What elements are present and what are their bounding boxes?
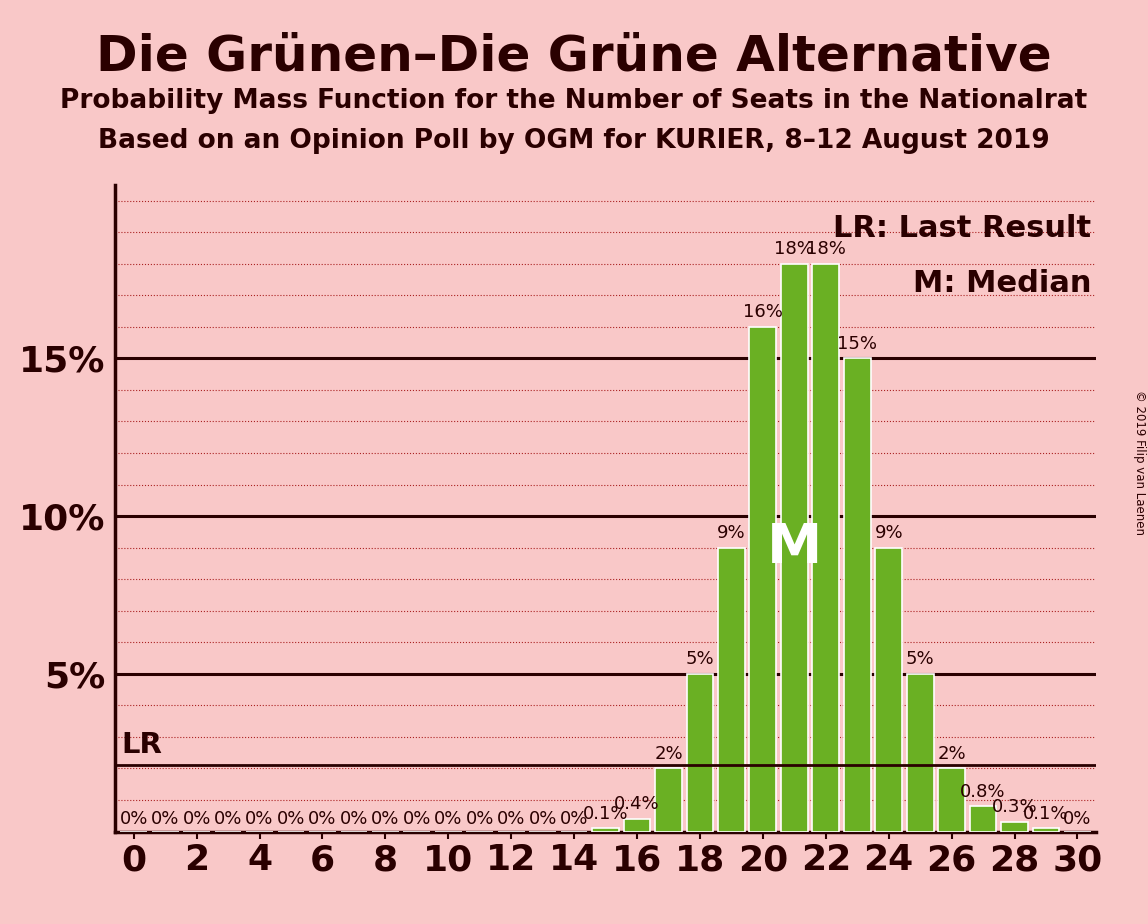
Bar	[623, 819, 651, 832]
Bar	[1001, 822, 1027, 832]
Text: 2%: 2%	[654, 745, 683, 763]
Text: 16%: 16%	[743, 303, 783, 322]
Text: 5%: 5%	[685, 650, 714, 668]
Bar	[813, 263, 839, 832]
Text: 0%: 0%	[119, 810, 148, 829]
Text: 0%: 0%	[403, 810, 430, 829]
Bar	[781, 263, 808, 832]
Bar	[875, 548, 902, 832]
Text: 0%: 0%	[528, 810, 557, 829]
Text: Based on an Opinion Poll by OGM for KURIER, 8–12 August 2019: Based on an Opinion Poll by OGM for KURI…	[98, 128, 1050, 153]
Text: © 2019 Filip van Laenen: © 2019 Filip van Laenen	[1133, 390, 1146, 534]
Text: 0.1%: 0.1%	[583, 805, 628, 822]
Text: 0.4%: 0.4%	[614, 796, 660, 813]
Text: Probability Mass Function for the Number of Seats in the Nationalrat: Probability Mass Function for the Number…	[61, 88, 1087, 114]
Text: 15%: 15%	[837, 334, 877, 353]
Bar	[718, 548, 745, 832]
Text: 0%: 0%	[434, 810, 463, 829]
Text: LR: LR	[121, 731, 162, 759]
Text: 5%: 5%	[906, 650, 934, 668]
Text: 0%: 0%	[309, 810, 336, 829]
Text: 18%: 18%	[775, 240, 814, 258]
Text: 0%: 0%	[183, 810, 211, 829]
Bar	[938, 769, 965, 832]
Bar	[656, 769, 682, 832]
Text: 0.8%: 0.8%	[961, 783, 1006, 801]
Text: 0.3%: 0.3%	[992, 798, 1038, 817]
Text: M: M	[767, 520, 822, 575]
Text: 0%: 0%	[214, 810, 242, 829]
Text: 0%: 0%	[371, 810, 400, 829]
Text: 0%: 0%	[1063, 810, 1092, 829]
Text: 0.1%: 0.1%	[1023, 805, 1069, 822]
Text: Die Grünen–Die Grüne Alternative: Die Grünen–Die Grüne Alternative	[96, 32, 1052, 80]
Text: 0%: 0%	[497, 810, 526, 829]
Text: LR: Last Result: LR: Last Result	[833, 213, 1092, 243]
Text: 0%: 0%	[560, 810, 588, 829]
Text: 18%: 18%	[806, 240, 846, 258]
Text: 0%: 0%	[340, 810, 369, 829]
Bar	[592, 829, 619, 832]
Text: 0%: 0%	[246, 810, 273, 829]
Text: 0%: 0%	[277, 810, 305, 829]
Bar	[687, 674, 713, 832]
Text: 0%: 0%	[466, 810, 494, 829]
Text: 0%: 0%	[150, 810, 179, 829]
Bar	[750, 327, 776, 832]
Bar	[970, 807, 996, 832]
Text: 9%: 9%	[875, 524, 903, 542]
Bar	[1033, 829, 1060, 832]
Text: 9%: 9%	[718, 524, 746, 542]
Bar	[907, 674, 933, 832]
Bar	[844, 359, 870, 832]
Text: 2%: 2%	[937, 745, 965, 763]
Text: M: Median: M: Median	[913, 269, 1092, 298]
